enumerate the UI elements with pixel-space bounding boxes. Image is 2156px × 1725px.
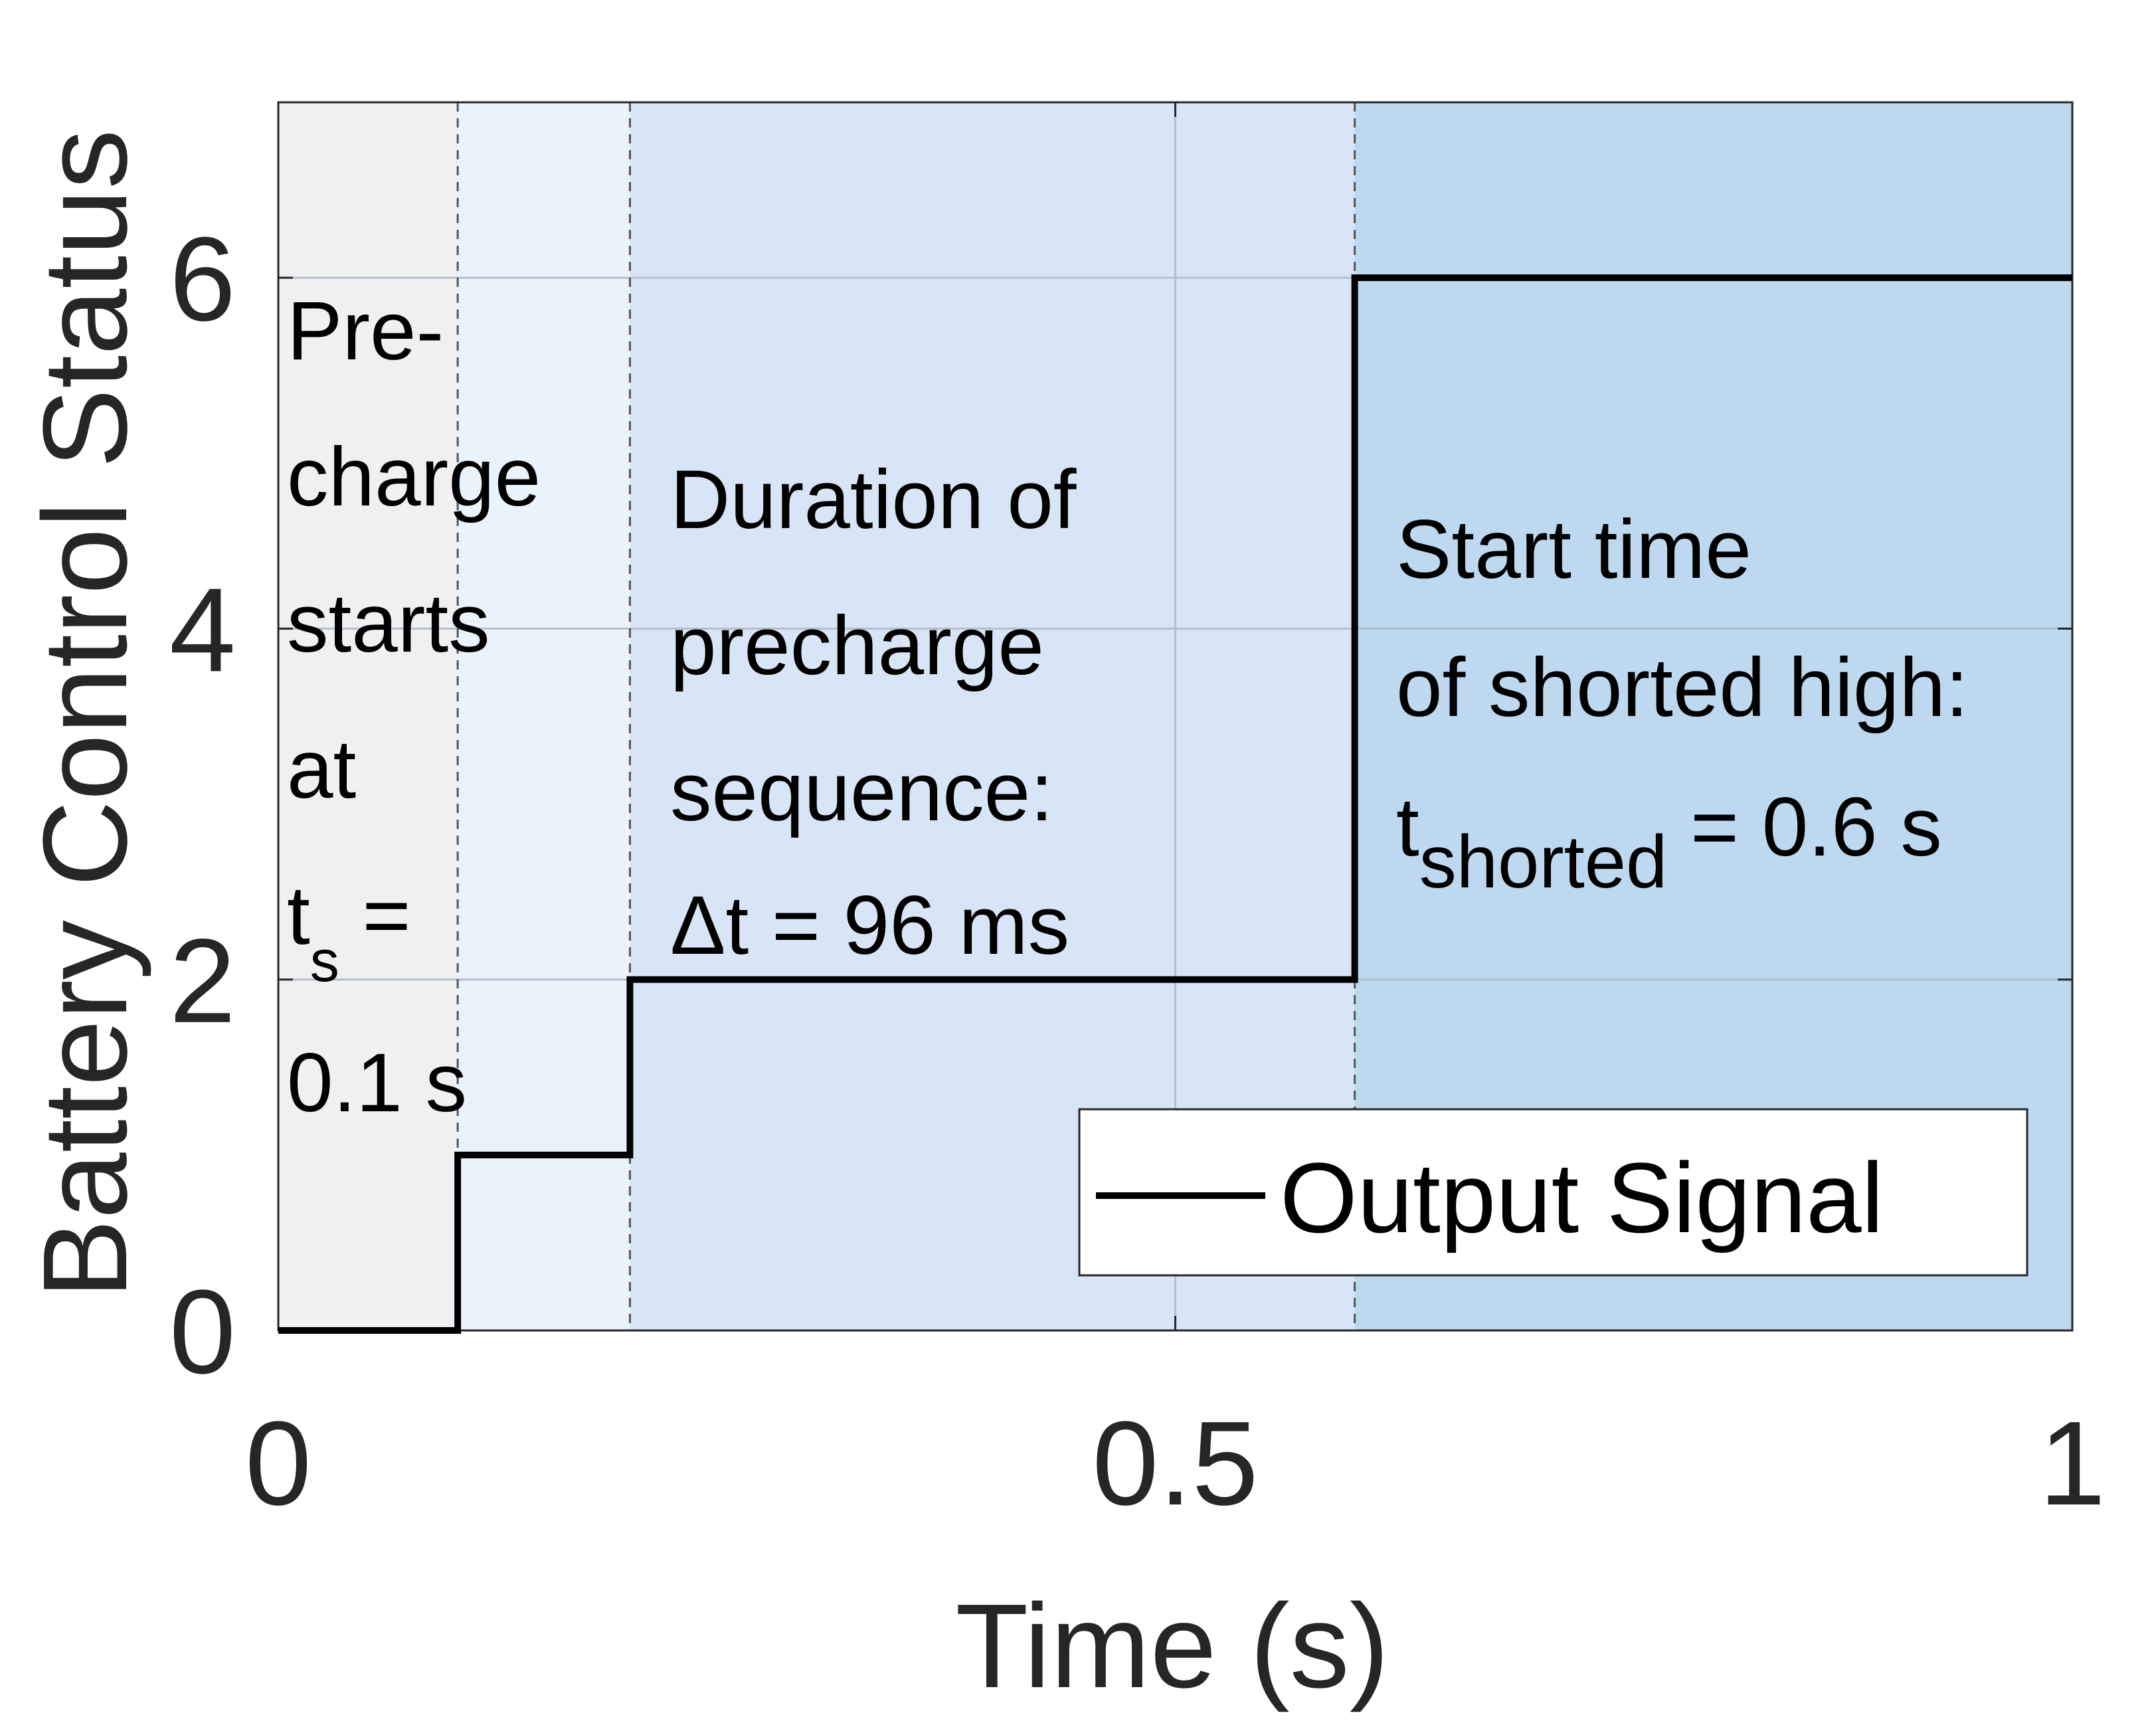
y-tick-label-2: 4 — [169, 563, 236, 697]
annotation-shorted-t: t — [1396, 781, 1419, 873]
annotation-precharge-line-2: charge — [287, 431, 541, 523]
annotation-duration-line-1: Duration of — [670, 454, 1077, 546]
x-tick-label-2: 1 — [2039, 1397, 2106, 1530]
annotation-shorted-line-2: of shorted high: — [1396, 642, 1969, 734]
y-tick-label-1: 2 — [169, 915, 236, 1048]
x-tick-label-0: 0 — [245, 1397, 312, 1530]
legend-label-output-signal: Output Signal — [1280, 1142, 1884, 1253]
annotation-duration-line-4: Δt = 96 ms — [670, 879, 1069, 972]
annotation-precharge-line-3: starts — [287, 577, 490, 670]
tick-labels: 0 0.5 1 0 2 4 6 — [169, 213, 2106, 1530]
annotation-duration: Duration of precharge sequence: Δt = 96 … — [670, 454, 1099, 972]
annotation-shorted-line-1: Start time — [1396, 503, 1752, 596]
x-axis-label: Time (s) — [955, 1580, 1389, 1713]
region-2 — [458, 102, 630, 1330]
annotation-precharge-line-4: at — [287, 723, 356, 816]
annotation-precharge-t: t — [287, 869, 310, 962]
region-1 — [278, 102, 458, 1330]
annotation-shorted-t-subscript: shorted — [1419, 820, 1668, 903]
annotation-duration-line-3: sequence: — [670, 746, 1053, 838]
annotation-precharge-line-1: Pre- — [287, 285, 444, 377]
annotation-precharge-start: Pre- charge starts at ts = 0.1 s — [287, 285, 564, 1129]
y-tick-label-3: 6 — [169, 213, 236, 346]
y-axis-label: Battery Control Status — [19, 130, 152, 1299]
legend: Output Signal — [1078, 1108, 2028, 1277]
annotation-shorted-equals: = 0.6 s — [1667, 781, 1941, 873]
annotation-precharge-t-subscript: s — [310, 928, 339, 994]
x-tick-label-1: 0.5 — [1092, 1397, 1258, 1530]
annotation-precharge-value: 0.1 s — [287, 1037, 467, 1129]
annotation-shorted-high: Start time of shorted high: tshorted = 0… — [1396, 503, 1991, 903]
series-line-output-signal — [278, 274, 2072, 1334]
annotation-precharge-equals: = — [339, 869, 411, 962]
y-tick-label-0: 0 — [169, 1265, 236, 1399]
annotation-duration-line-2: precharge — [670, 600, 1044, 692]
